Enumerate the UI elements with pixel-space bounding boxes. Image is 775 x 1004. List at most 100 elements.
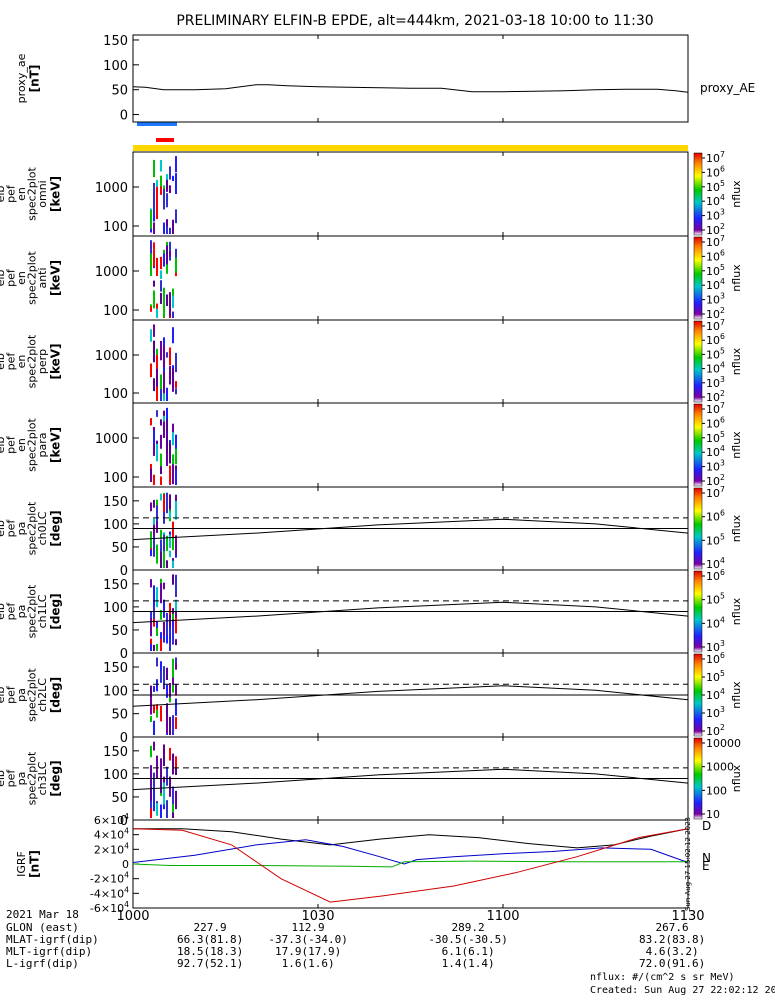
y-tick-label: 6×104 [94, 812, 129, 827]
flux-streak [169, 626, 171, 649]
red-status-bar [156, 138, 174, 142]
ephemeris-value: 72.0(91.6) [639, 957, 706, 970]
y-axis-label: pef [4, 769, 17, 788]
colorbar-tick-label: 105 [706, 263, 725, 278]
flux-streak [153, 772, 155, 790]
panel-frame [132, 151, 689, 237]
flux-streak [172, 295, 174, 308]
ephemeris-value: 227.9 [193, 921, 227, 934]
flux-streak [150, 468, 152, 478]
legend-label: proxy_AE [700, 81, 755, 95]
y-tick-label: 100 [103, 768, 128, 783]
y-tick-label: 0 [120, 814, 128, 829]
ephemeris-value: 92.7(52.1) [177, 957, 244, 970]
igrf-legend-label: N [702, 851, 711, 865]
y-tick-label: 100 [103, 684, 128, 699]
flux-streak [156, 371, 158, 388]
y-tick-label: 1000 [95, 349, 128, 364]
flux-streak [153, 644, 155, 651]
flux-streak [172, 311, 174, 318]
flux-streak [156, 179, 158, 188]
colorbar [693, 152, 703, 236]
ephemeris-value: 112.9 [291, 921, 325, 934]
colorbar-tick-label: 103 [706, 375, 725, 390]
flux-streak [153, 182, 155, 201]
colorbar-tick-label: 105 [706, 532, 725, 547]
colorbar-tick-label: 102 [706, 723, 725, 738]
y-axis-label: pef [4, 268, 17, 287]
yellow-status-bar [133, 145, 688, 151]
y-axis-label: pa [15, 772, 28, 786]
y-axis-label: ch0LC [36, 511, 49, 545]
flux-streak [160, 612, 162, 620]
flux-streak [163, 621, 165, 636]
flux-streak [153, 499, 155, 508]
flux-streak [160, 638, 162, 651]
flux-streak [156, 623, 158, 637]
y-axis-label: ch2LC [36, 678, 49, 712]
flux-streak [153, 222, 155, 234]
flux-streak [153, 686, 155, 692]
flux-streak [175, 445, 177, 465]
igrf-total-line [133, 828, 689, 849]
flux-streak [153, 720, 155, 735]
y-axis-label: [deg] [48, 677, 62, 713]
y-axis-label: spec2plot [25, 751, 38, 805]
flux-streak [172, 715, 174, 735]
flux-streak [169, 185, 171, 194]
flux-streak [160, 705, 162, 722]
flux-streak [156, 410, 158, 417]
flux-streak [175, 494, 177, 505]
flux-streak [169, 747, 171, 761]
flux-streak [169, 292, 171, 314]
flux-streak [166, 391, 168, 401]
flux-streak [175, 717, 177, 730]
flux-streak [169, 776, 171, 790]
y-tick-label: 150 [103, 745, 128, 760]
y-axis-label: pef [4, 602, 17, 621]
colorbar-tick-label: 106 [706, 415, 725, 430]
flux-streak [175, 698, 177, 716]
flux-streak [153, 159, 155, 178]
flux-streak [150, 698, 152, 715]
y-axis-label: elb [0, 437, 7, 454]
flux-streak [156, 643, 158, 651]
flux-streak [160, 804, 162, 818]
colorbar-tick-label: 107 [706, 485, 725, 500]
date-label: 2021 Mar 18 [6, 908, 79, 921]
flux-streak [175, 501, 177, 520]
flux-streak [153, 192, 155, 215]
y-tick-label: -4×104 [90, 885, 129, 900]
flux-streak [150, 240, 152, 262]
colorbar-tick-label: 106 [706, 651, 725, 666]
y-tick-label: 100 [103, 518, 128, 533]
y-tick-label: 150 [103, 578, 128, 593]
y-axis-label: proxy_ae [15, 53, 28, 103]
flux-streak [169, 347, 171, 366]
flux-streak [160, 664, 162, 683]
y-tick-label: 100 [103, 387, 128, 402]
flux-streak [169, 246, 171, 252]
flux-streak [172, 464, 174, 485]
ephemeris-row-label: MLT-igrf(dip) [6, 945, 93, 958]
flux-streak [160, 539, 162, 547]
flux-streak [163, 337, 165, 353]
flux-streak [150, 545, 152, 557]
y-axis-label: pa [15, 688, 28, 702]
flux-streak [156, 620, 158, 628]
flux-streak [150, 579, 152, 588]
y-axis-label: en [15, 355, 28, 369]
flux-streak [172, 684, 174, 693]
colorbar-label: nflux [730, 597, 743, 625]
flux-streak [153, 618, 155, 627]
y-axis-label: pef [4, 352, 17, 371]
igrf-n-line [132, 839, 689, 865]
y-tick-label: 0 [120, 564, 128, 579]
y-tick-label: 150 [103, 661, 128, 676]
flux-streak [163, 666, 165, 688]
colorbar-tick-label: 10000 [706, 737, 741, 750]
colorbar-tick-label: 104 [706, 444, 725, 459]
y-tick-label: 150 [103, 34, 128, 49]
flux-streak [166, 624, 168, 644]
flux-streak [172, 536, 174, 551]
